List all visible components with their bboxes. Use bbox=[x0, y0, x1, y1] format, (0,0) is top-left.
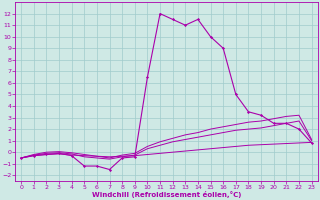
X-axis label: Windchill (Refroidissement éolien,°C): Windchill (Refroidissement éolien,°C) bbox=[92, 191, 241, 198]
